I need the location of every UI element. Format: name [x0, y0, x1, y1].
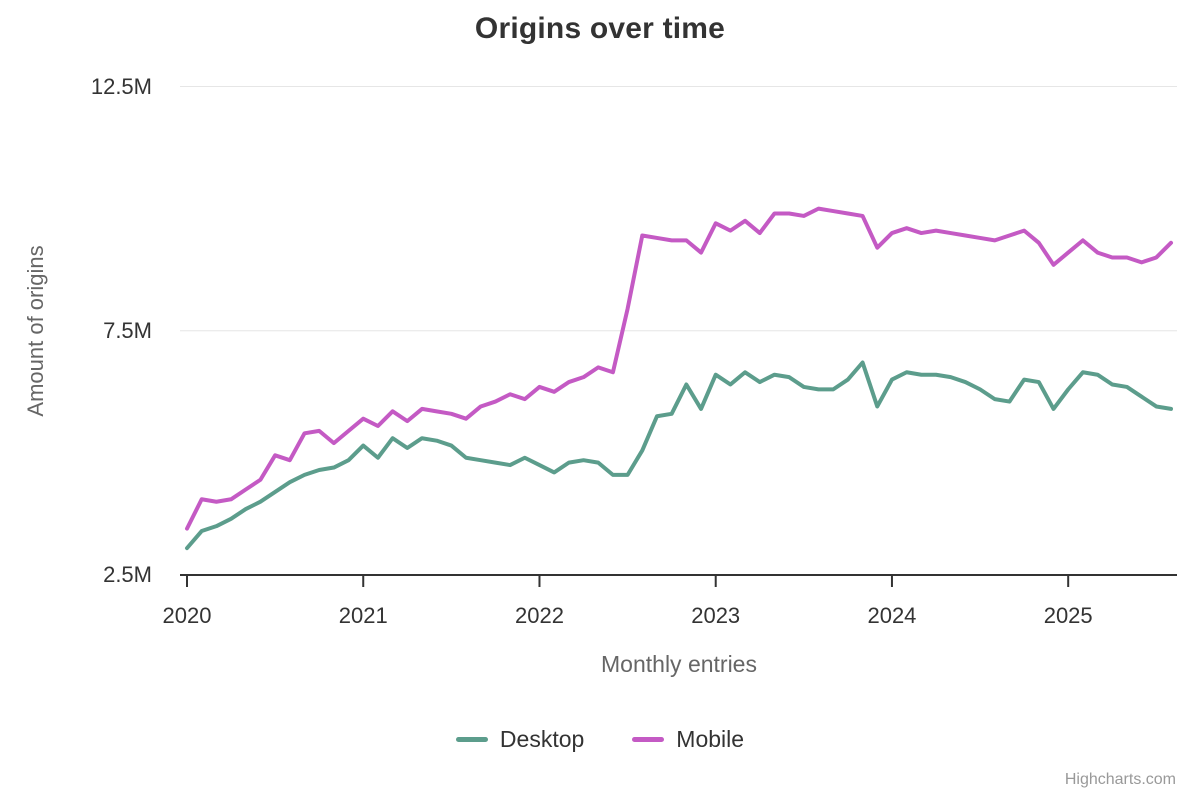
- x-tick-label-2025: 2025: [1043, 603, 1093, 628]
- x-tick-label-2021: 2021: [338, 603, 388, 628]
- series-line-mobile: [185, 206, 1173, 531]
- legend-label-desktop: Desktop: [499, 726, 585, 752]
- legend-label-mobile: Mobile: [676, 726, 745, 752]
- highcharts-credits-link[interactable]: Highcharts.com: [1064, 771, 1176, 788]
- x-axis-title: Monthly entries: [601, 651, 757, 677]
- y-tick-label-7-5m: 7.5M: [103, 317, 152, 343]
- x-tick-label-2023: 2023: [691, 603, 741, 628]
- x-tick-label-2022: 2022: [514, 603, 564, 628]
- y-tick-label-12-5m: 12.5M: [90, 73, 152, 99]
- chart-title: Origins over time: [474, 12, 726, 45]
- legend: Desktop Mobile: [0, 726, 1200, 753]
- x-tick-label-2024: 2024: [867, 603, 917, 628]
- legend-item-desktop[interactable]: Desktop: [455, 726, 585, 753]
- x-tick-label-2020: 2020: [162, 603, 212, 628]
- mobile-series-swatch-icon: [632, 737, 665, 742]
- series-line-desktop: [185, 360, 1173, 551]
- desktop-series-swatch-icon: [455, 737, 488, 742]
- legend-item-mobile[interactable]: Mobile: [632, 726, 744, 753]
- y-tick-label-2-5m: 2.5M: [103, 562, 152, 587]
